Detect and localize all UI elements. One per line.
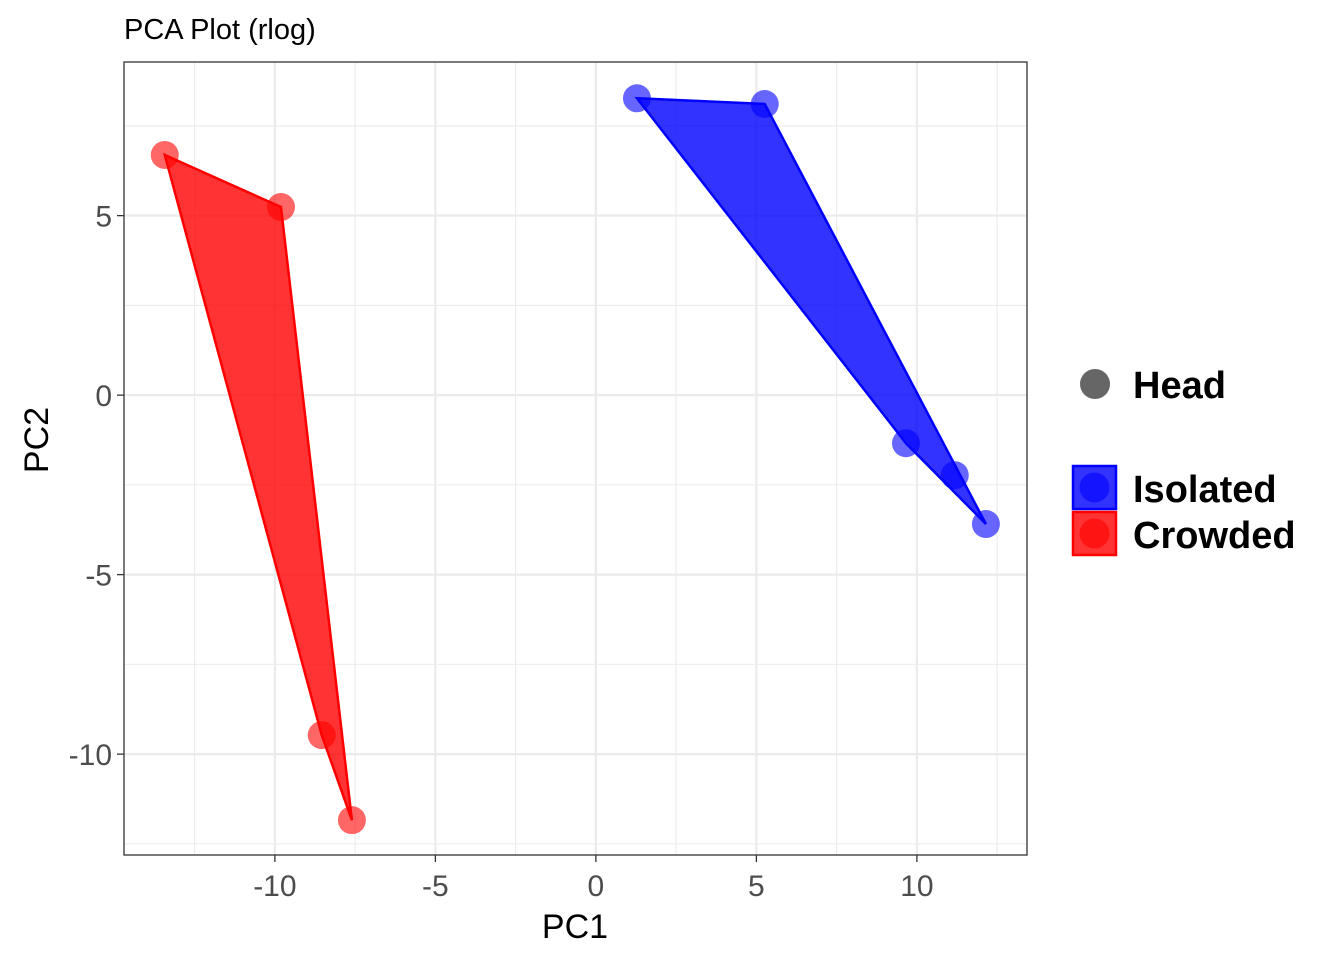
- x-tick-label: 0: [588, 870, 605, 903]
- legend-label-crowded: Crowded: [1133, 515, 1296, 557]
- y-axis-label: PC2: [18, 407, 56, 473]
- x-tick-label: 5: [748, 870, 765, 903]
- legend-head-label: Head: [1133, 365, 1226, 407]
- legend-head-circle-icon: [1080, 369, 1110, 399]
- y-ticks: 5 0 -5 -10: [69, 201, 124, 772]
- y-tick-label: 5: [95, 201, 112, 234]
- y-tick-label: 0: [95, 380, 112, 413]
- legend-circle-icon: [1079, 518, 1110, 549]
- x-tick-label: 10: [900, 870, 933, 903]
- point-isolated: [971, 510, 1000, 539]
- x-ticks: -10 -5 0 5 10: [253, 855, 934, 903]
- point-crowded: [337, 806, 366, 835]
- point-isolated: [940, 461, 969, 490]
- chart-title: PCA Plot (rlog): [124, 14, 316, 46]
- x-tick-label: -5: [422, 870, 449, 903]
- y-tick-label: -5: [85, 560, 112, 593]
- point-crowded: [307, 721, 336, 750]
- point-crowded: [266, 193, 295, 222]
- x-axis-label: PC1: [542, 908, 608, 946]
- point-isolated: [891, 429, 920, 458]
- point-isolated: [750, 90, 779, 119]
- x-tick-label: -10: [253, 870, 296, 903]
- legend-circle-icon: [1079, 472, 1110, 503]
- point-isolated: [622, 84, 651, 113]
- y-tick-label: -10: [69, 739, 112, 772]
- plot-panel-border: [123, 61, 1028, 856]
- points: [150, 84, 1000, 835]
- legend-label-isolated: Isolated: [1133, 469, 1277, 511]
- point-crowded: [150, 140, 179, 169]
